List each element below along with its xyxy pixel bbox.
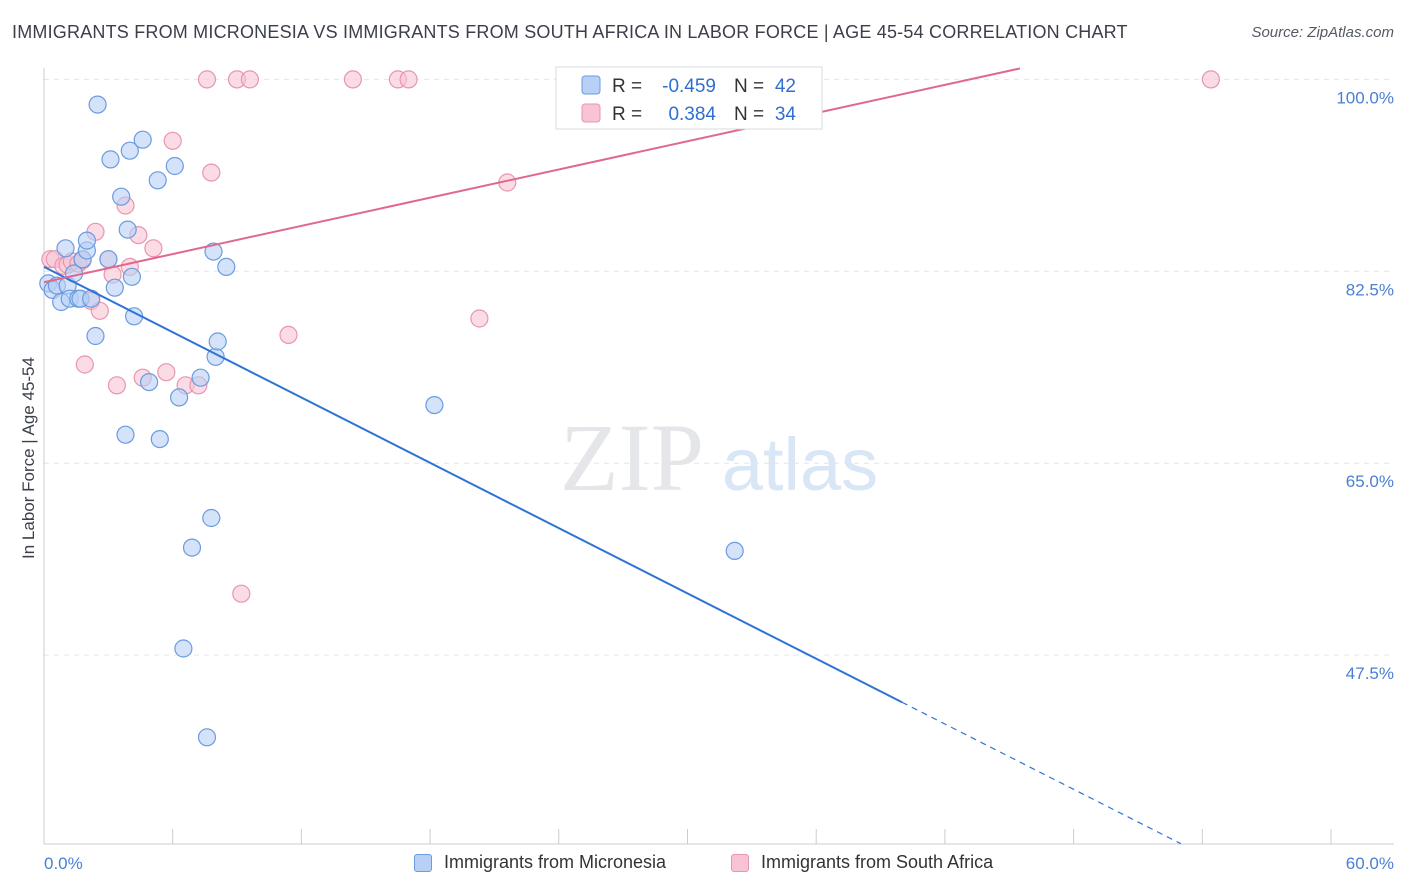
stats-r-value-micronesia: -0.459 — [662, 76, 716, 97]
micronesia-point — [86, 326, 105, 346]
micronesia-point — [120, 141, 139, 160]
legend-swatch-micronesia — [414, 853, 432, 872]
stats-swatch-south-africa — [581, 103, 601, 123]
stats-legend-box: R = -0.459 N = 42 R = 0.384 N = 34 — [555, 66, 823, 130]
micronesia-trend-extension — [901, 701, 1182, 845]
micronesia-point — [182, 538, 202, 557]
y-tick-label: 82.5% — [1346, 280, 1394, 299]
micronesia-point — [99, 250, 118, 269]
stats-swatch-micronesia — [581, 75, 601, 95]
chart-source: Source: ZipAtlas.com — [1251, 24, 1394, 41]
micronesia-point — [174, 639, 193, 658]
micronesia-point — [118, 220, 137, 239]
stats-n-value-south-africa: 34 — [775, 104, 797, 125]
grid-lines — [44, 78, 1394, 656]
y-tick-label: 100.0% — [1336, 88, 1394, 107]
stats-n-value-micronesia: 42 — [775, 76, 796, 97]
south-africa-point — [197, 70, 217, 89]
axes — [43, 68, 1394, 845]
x-tick-label: 60.0% — [1346, 854, 1394, 873]
micronesia-point — [197, 728, 217, 747]
south-africa-point — [232, 584, 251, 603]
x-tick-label: 0.0% — [44, 854, 83, 873]
micronesia-point — [82, 289, 101, 308]
micronesia-point — [425, 396, 444, 415]
micronesia-point — [170, 388, 189, 407]
chart-title: IMMIGRANTS FROM MICRONESIA VS IMMIGRANTS… — [12, 22, 1128, 42]
micronesia-point — [148, 171, 167, 190]
south-africa-point — [1201, 70, 1221, 89]
micronesia-point — [202, 508, 221, 528]
south-africa-point — [343, 70, 362, 89]
micronesia-point — [101, 150, 120, 169]
south-africa-point — [75, 355, 94, 374]
south-africa-trend-line — [43, 67, 1021, 284]
south-africa-point — [144, 239, 163, 258]
micronesia-point — [140, 373, 159, 392]
stats-r-label-micronesia: R = — [612, 76, 642, 97]
stats-n-label-south-africa: N = — [734, 104, 764, 125]
watermark: ZIP atlas — [560, 404, 878, 511]
south-africa-point — [399, 70, 418, 89]
south-africa-point — [279, 325, 298, 344]
y-axis-label: In Labor Force | Age 45-54 — [19, 357, 38, 559]
micronesia-point — [105, 278, 124, 297]
south-africa-point — [470, 309, 489, 328]
micronesia-point — [208, 332, 227, 351]
watermark-atlas: atlas — [722, 423, 878, 506]
y-tick-label: 65.0% — [1346, 472, 1394, 491]
micronesia-trend-line — [43, 266, 903, 704]
micronesia-point — [77, 231, 97, 250]
legend-item-south-africa[interactable]: Immigrants from South Africa — [731, 852, 993, 873]
south-africa-point — [157, 363, 176, 382]
legend-label-micronesia: Immigrants from Micronesia — [444, 852, 667, 872]
south-africa-point — [107, 376, 127, 395]
south-africa-point — [163, 131, 182, 150]
micronesia-point — [217, 257, 236, 276]
micronesia-point — [116, 425, 135, 444]
stats-r-value-south-africa: 0.384 — [668, 104, 716, 125]
south-africa-point — [240, 70, 259, 89]
micronesia-point — [122, 267, 141, 286]
micronesia-point — [56, 239, 75, 258]
micronesia-point — [191, 368, 210, 387]
legend-label-south-africa: Immigrants from South Africa — [761, 852, 994, 872]
legend-item-micronesia[interactable]: Immigrants from Micronesia — [414, 852, 666, 873]
stats-n-label-micronesia: N = — [734, 76, 764, 97]
trend-lines — [43, 67, 1182, 845]
south-africa-point — [202, 163, 221, 182]
watermark-zip: ZIP — [560, 404, 704, 511]
micronesia-point — [150, 430, 169, 449]
micronesia-point — [112, 187, 131, 206]
legend-swatch-south-africa — [731, 853, 749, 872]
micronesia-point — [88, 95, 107, 114]
stats-r-label-south-africa: R = — [612, 104, 642, 125]
micronesia-point — [165, 156, 184, 176]
y-tick-label: 47.5% — [1346, 664, 1394, 683]
micronesia-point — [725, 541, 744, 561]
micronesia-point — [204, 242, 223, 261]
axis-ticks: 100.0% 82.5% 65.0% 47.5% 0.0% 60.0% — [44, 88, 1394, 873]
chart-legend: Immigrants from Micronesia Immigrants fr… — [0, 852, 1406, 878]
micronesia-point — [133, 130, 152, 149]
